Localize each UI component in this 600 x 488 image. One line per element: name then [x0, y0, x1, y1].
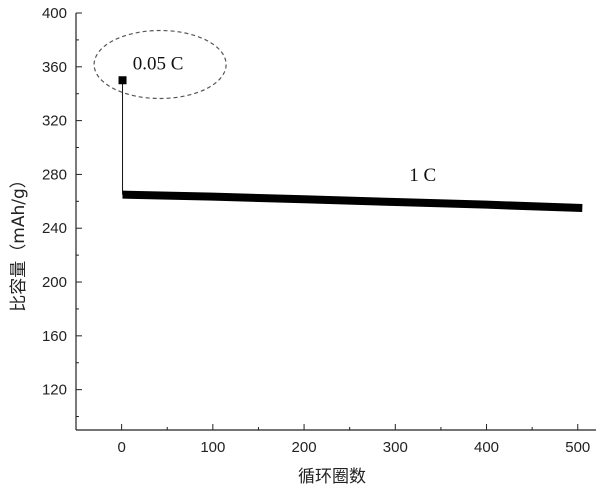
x-tick-label: 500 — [565, 439, 590, 456]
x-tick-label: 400 — [474, 439, 499, 456]
y-tick-label: 120 — [42, 382, 67, 399]
y-axis: 120 160 200 240 280 320 360 400 — [42, 5, 82, 418]
series-0.05c-point — [118, 76, 127, 85]
x-tick-label: 200 — [292, 439, 317, 456]
y-tick-label: 360 — [42, 59, 67, 76]
y-tick-label: 320 — [42, 113, 67, 130]
y-tick-label: 400 — [42, 5, 67, 22]
x-axis-title: 循环圈数 — [298, 467, 366, 487]
annotations-layer: 0.05 C 1 C — [93, 29, 436, 186]
annotation-label: 1 C — [409, 165, 436, 186]
x-axis: 0 100 200 300 400 500 — [117, 424, 590, 456]
plot-frame — [75, 13, 596, 431]
y-axis-title: 比容量（mAh/g） — [9, 171, 29, 311]
x-tick-label: 0 — [117, 439, 125, 456]
annotation-label: 0.05 C — [133, 53, 184, 74]
y-tick-label: 280 — [42, 166, 67, 183]
y-tick-label: 240 — [42, 220, 67, 237]
x-tick-label: 300 — [383, 439, 408, 456]
series-1c-line — [122, 190, 583, 213]
x-tick-label: 100 — [200, 439, 225, 456]
y-tick-label: 200 — [42, 274, 67, 291]
series-layer — [118, 76, 583, 213]
annotation-circle — [93, 29, 227, 100]
y-tick-label: 160 — [42, 328, 67, 345]
